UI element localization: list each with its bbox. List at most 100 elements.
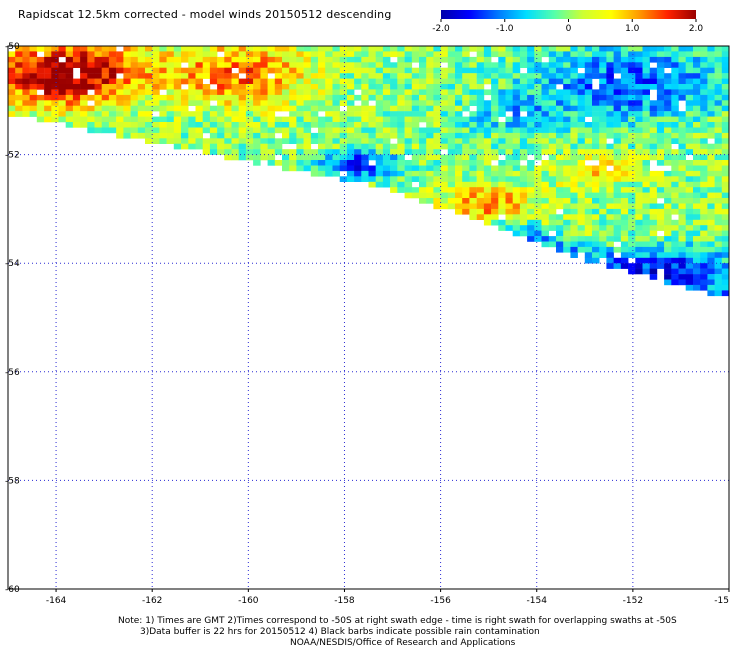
wind-difference-cell xyxy=(426,132,434,139)
wind-difference-cell xyxy=(72,51,81,58)
wind-difference-cell xyxy=(397,143,405,150)
wind-difference-cell xyxy=(556,149,564,155)
wind-difference-cell xyxy=(707,149,715,155)
wind-difference-cell xyxy=(642,252,650,258)
wind-difference-cell xyxy=(152,127,160,134)
wind-difference-cell xyxy=(483,67,492,74)
wind-difference-cell xyxy=(642,116,650,123)
wind-difference-cell xyxy=(354,149,362,155)
wind-difference-cell xyxy=(642,78,650,85)
wind-difference-cell xyxy=(592,89,600,96)
wind-difference-cell xyxy=(498,165,506,172)
wind-difference-cell xyxy=(527,165,535,172)
wind-difference-cell xyxy=(707,111,715,117)
wind-difference-cell xyxy=(678,116,686,123)
wind-difference-cell xyxy=(700,236,708,242)
wind-difference-cell xyxy=(433,46,441,52)
wind-difference-cell xyxy=(382,122,391,128)
wind-difference-cell xyxy=(606,89,614,96)
wind-difference-cell xyxy=(584,246,593,253)
wind-difference-cell xyxy=(217,84,225,90)
wind-difference-cell xyxy=(15,78,23,85)
wind-difference-cell xyxy=(519,116,528,123)
wind-difference-cell xyxy=(584,225,593,231)
wind-difference-cell xyxy=(707,187,715,193)
wind-difference-cell xyxy=(390,122,398,128)
wind-difference-cell xyxy=(289,56,297,63)
wind-difference-cell xyxy=(563,214,571,220)
wind-difference-cell xyxy=(599,56,607,63)
wind-difference-cell xyxy=(527,51,535,58)
wind-difference-cell xyxy=(613,263,622,269)
wind-difference-cell xyxy=(58,116,66,123)
wind-difference-cell xyxy=(303,160,312,166)
wind-difference-cell xyxy=(245,154,254,161)
wind-difference-cell xyxy=(354,122,362,128)
wind-difference-cell xyxy=(318,105,326,112)
wind-difference-cell xyxy=(613,78,622,85)
wind-difference-cell xyxy=(224,94,232,101)
wind-difference-cell xyxy=(332,84,340,90)
wind-difference-cell xyxy=(613,170,622,177)
wind-difference-cell xyxy=(419,154,427,161)
wind-difference-cell xyxy=(455,46,463,52)
wind-difference-cell xyxy=(505,78,513,85)
wind-difference-cell xyxy=(700,181,708,188)
wind-difference-cell xyxy=(620,46,629,52)
wind-difference-cell xyxy=(664,116,672,123)
wind-difference-cell xyxy=(548,181,557,188)
wind-difference-cell xyxy=(664,73,672,79)
wind-difference-cell xyxy=(440,46,449,52)
wind-difference-cell xyxy=(476,170,485,177)
wind-difference-cell xyxy=(101,100,110,106)
wind-difference-cell xyxy=(563,73,571,79)
wind-difference-cell xyxy=(700,192,708,199)
wind-difference-cell xyxy=(188,56,196,63)
wind-difference-cell xyxy=(577,122,586,128)
wind-difference-cell xyxy=(592,149,600,155)
wind-difference-cell xyxy=(419,176,427,182)
wind-difference-cell xyxy=(635,127,643,134)
wind-difference-cell xyxy=(404,187,413,193)
wind-difference-cell xyxy=(548,46,557,52)
wind-difference-cell xyxy=(188,127,196,134)
wind-difference-cell xyxy=(72,94,81,101)
wind-difference-cell xyxy=(382,51,391,58)
wind-difference-cell xyxy=(707,252,715,258)
wind-difference-cell xyxy=(548,105,557,112)
wind-difference-cell xyxy=(36,94,45,101)
wind-difference-cell xyxy=(404,73,413,79)
wind-difference-cell xyxy=(94,89,102,96)
wind-difference-cell xyxy=(260,89,268,96)
wind-difference-cell xyxy=(721,284,730,291)
wind-difference-cell xyxy=(15,84,23,90)
wind-difference-cell xyxy=(599,111,607,117)
wind-difference-cell xyxy=(700,111,708,117)
wind-difference-cell xyxy=(584,154,593,161)
wind-difference-cell xyxy=(238,56,247,63)
wind-difference-cell xyxy=(224,78,232,85)
wind-difference-cell xyxy=(195,138,203,144)
wind-difference-cell xyxy=(606,84,614,90)
wind-difference-cell xyxy=(483,89,492,96)
wind-difference-cell xyxy=(130,116,139,123)
wind-difference-cell xyxy=(642,46,650,52)
wind-difference-cell xyxy=(469,170,477,177)
wind-difference-cell xyxy=(296,73,304,79)
wind-difference-cell xyxy=(476,203,485,210)
wind-difference-cell xyxy=(130,105,139,112)
wind-difference-cell xyxy=(426,84,434,90)
wind-difference-cell xyxy=(693,274,701,280)
wind-difference-cell xyxy=(721,132,730,139)
wind-difference-cell xyxy=(325,67,333,74)
wind-difference-cell xyxy=(693,56,701,63)
wind-difference-cell xyxy=(296,84,304,90)
wind-difference-cell xyxy=(390,46,398,52)
wind-difference-cell xyxy=(303,51,312,58)
wind-difference-cell xyxy=(159,73,167,79)
wind-difference-cell xyxy=(217,149,225,155)
wind-difference-cell xyxy=(635,84,643,90)
wind-difference-cell xyxy=(570,89,578,96)
wind-difference-cell xyxy=(693,241,701,248)
wind-difference-cell xyxy=(65,46,74,52)
